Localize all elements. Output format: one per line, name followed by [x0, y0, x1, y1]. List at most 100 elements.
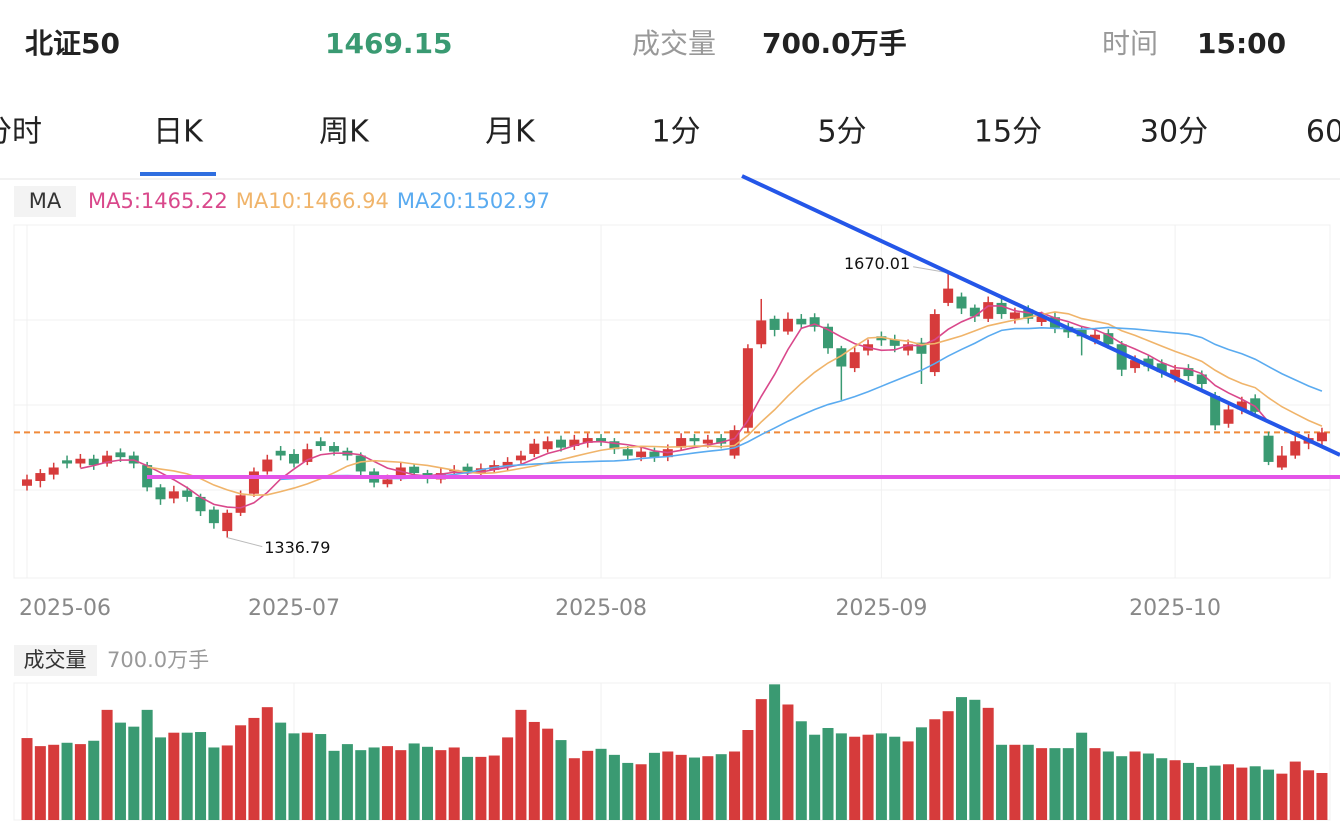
candle-body — [262, 459, 273, 472]
volume-bar — [235, 725, 247, 820]
volume-bar — [1009, 744, 1021, 820]
candle-body — [475, 468, 486, 474]
candle-body — [729, 430, 740, 456]
candle-body — [702, 439, 713, 444]
volume-bar — [515, 709, 527, 820]
candle-body — [983, 302, 994, 319]
candle-body — [22, 479, 32, 486]
volume-bar — [1116, 756, 1128, 820]
volume-bar — [1142, 753, 1154, 820]
candle-body — [1210, 395, 1221, 426]
candle-body — [809, 317, 820, 327]
volume-box — [14, 645, 97, 676]
candle-body — [235, 495, 246, 513]
volume-bar — [915, 727, 927, 820]
volume-bar — [61, 742, 73, 820]
candle-body — [996, 302, 1007, 315]
candle-body — [289, 453, 299, 464]
candle-body — [88, 458, 99, 466]
volume-bar — [1263, 769, 1275, 820]
candle-body — [889, 339, 900, 346]
volume-bar — [422, 746, 433, 820]
tab: 1分 — [651, 115, 700, 150]
volume-bar — [996, 744, 1008, 820]
volume-bar — [462, 756, 474, 820]
x-tick-label: 2025-10 — [1129, 596, 1221, 621]
candle-body — [1276, 455, 1287, 468]
volume-bar — [168, 732, 180, 820]
volume-bar — [1102, 751, 1114, 820]
volume-label: 成交量 — [632, 27, 716, 60]
candle-body — [1143, 358, 1154, 367]
candle-body — [1250, 398, 1261, 412]
candle-body — [222, 512, 233, 532]
volume-bar — [608, 754, 620, 820]
candle-body — [1183, 368, 1194, 377]
legend-item: MA5:1465.22 — [88, 189, 228, 213]
ma-line — [280, 326, 1323, 481]
low-label: 1336.79 — [264, 538, 330, 557]
plot: 2025-06 2025-07 2025-08 2025-09 2025-10 MA5:1… — [14, 189, 1330, 820]
volume-bar — [1129, 751, 1141, 820]
volume-bar — [1156, 758, 1168, 820]
volume-bar — [648, 752, 660, 820]
tab: 15分 — [974, 115, 1042, 150]
volume-bar — [1089, 748, 1101, 820]
candle-body — [182, 490, 193, 497]
volume-bar — [769, 684, 781, 820]
leader-line — [913, 266, 949, 274]
candle-body — [1263, 435, 1274, 462]
candle-body — [916, 342, 927, 354]
volume-bar — [1289, 761, 1301, 820]
volume-bar — [301, 732, 313, 820]
volume-bar — [288, 733, 300, 820]
volume-bar — [662, 751, 674, 820]
candle-body — [62, 460, 73, 464]
volume-bar — [408, 743, 420, 820]
volume-bar — [261, 707, 273, 820]
volume-bar — [889, 736, 901, 820]
volume-bar — [395, 750, 407, 820]
candle-body — [275, 450, 286, 456]
volume-bar — [195, 732, 207, 820]
volume-bar — [1209, 765, 1221, 820]
candle-body — [1009, 312, 1020, 319]
ma-line — [147, 311, 1323, 497]
volume-bar — [595, 748, 607, 820]
candle-body — [155, 487, 166, 500]
candle-body — [1130, 360, 1141, 369]
volume-title: 成交量 — [24, 648, 87, 672]
volume-bar — [755, 699, 767, 820]
trend-line — [741, 174, 1340, 457]
leader-line — [227, 537, 263, 548]
volume-bar — [435, 750, 447, 820]
candle-body — [796, 318, 807, 325]
candle-body — [542, 441, 553, 450]
volume-bar — [1249, 766, 1261, 820]
volume-bar — [822, 727, 834, 820]
candle-body — [208, 509, 219, 524]
grid — [14, 319, 1330, 491]
volume-bar — [1196, 766, 1208, 820]
volume-bar — [729, 751, 741, 820]
high-label: 1670.01 — [844, 254, 910, 273]
candle-body — [329, 446, 340, 452]
candle-body — [1036, 316, 1047, 322]
tab: 60分 — [1306, 115, 1340, 150]
candle-body — [649, 451, 660, 458]
volume-bar — [862, 734, 874, 820]
volume-bar — [1049, 748, 1061, 820]
candle-body — [556, 439, 566, 448]
volume-bar — [956, 697, 967, 820]
volume-bar — [902, 741, 914, 820]
x-tick-label: 2025-06 — [19, 596, 111, 621]
volume-bar — [689, 757, 700, 820]
candle-body — [502, 461, 513, 467]
legend-item: MA20:1502.97 — [397, 189, 550, 213]
candle-body — [515, 455, 526, 461]
candle-body — [1196, 374, 1207, 385]
candle-body — [1090, 334, 1100, 340]
volume-bar — [528, 721, 540, 820]
candle-body — [195, 496, 206, 512]
tab-underline — [140, 172, 216, 176]
